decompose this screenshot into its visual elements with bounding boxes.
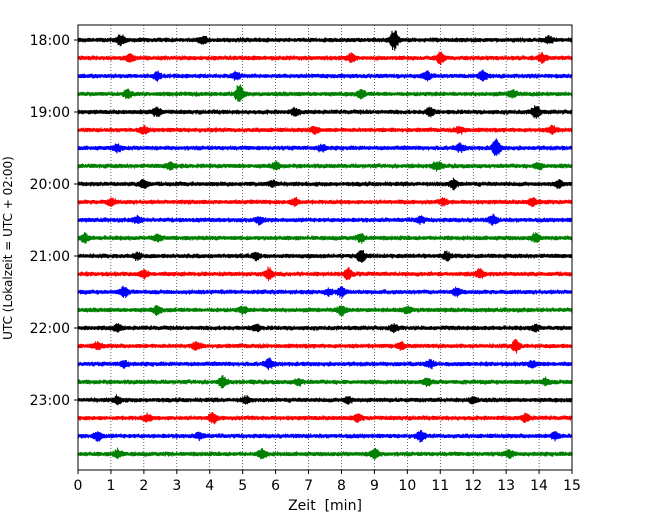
seismic-trace <box>77 105 573 119</box>
seismic-trace <box>77 250 573 263</box>
x-tick-label: 1 <box>106 478 115 494</box>
seismic-trace <box>77 177 573 191</box>
x-tick-label: 15 <box>563 478 581 494</box>
x-tick-label: 11 <box>431 478 449 494</box>
y-tick-label: 23:00 <box>30 393 70 409</box>
x-tick-label: 6 <box>271 478 280 494</box>
seismic-trace <box>77 124 573 135</box>
seismic-trace <box>77 394 573 406</box>
x-tick-label: 13 <box>497 478 515 494</box>
seismic-trace <box>77 338 573 354</box>
seismic-trace <box>77 231 573 244</box>
x-tick-label: 9 <box>370 478 379 494</box>
x-axis-label: Zeit [min] <box>288 498 362 514</box>
plot-frame <box>77 24 573 471</box>
seismic-trace <box>77 69 573 82</box>
seismic-trace <box>77 285 573 299</box>
x-tick-label: 7 <box>304 478 313 494</box>
seismic-trace <box>77 138 573 156</box>
seismic-trace <box>77 374 573 389</box>
x-tick-label: 10 <box>398 478 416 494</box>
seismic-trace <box>77 411 573 425</box>
x-tick-label: 12 <box>464 478 482 494</box>
y-axis-label: UTC (Lokalzeit = UTC + 02:00) <box>1 156 15 340</box>
x-tick-label: 4 <box>205 478 214 494</box>
y-tick-label: 21:00 <box>30 249 70 265</box>
x-tick-label: 8 <box>337 478 346 494</box>
seismic-trace <box>77 266 573 282</box>
x-tick-label: 2 <box>139 478 148 494</box>
seismic-trace <box>77 160 573 172</box>
grid-lines <box>110 25 540 470</box>
x-axis: 0 1 2 3 4 5 6 7 8 9 10 11 12 13 14 15 <box>74 470 581 494</box>
seismic-trace <box>77 323 573 334</box>
trace-group <box>77 30 573 460</box>
seismic-trace <box>77 51 573 66</box>
x-tick-label: 3 <box>172 478 181 494</box>
seismic-trace <box>77 447 573 460</box>
y-tick-label: 18:00 <box>30 33 70 49</box>
seismic-trace <box>77 196 573 208</box>
seismic-trace <box>77 30 573 51</box>
y-axis: 18:00 19:00 20:00 21:00 22:00 23:00 <box>30 33 78 409</box>
seismic-trace <box>77 84 573 103</box>
x-tick-label: 0 <box>74 478 83 494</box>
x-tick-label: 5 <box>238 478 247 494</box>
seismic-trace <box>77 357 573 371</box>
seismic-trace <box>77 429 573 443</box>
y-tick-label: 19:00 <box>30 105 70 121</box>
y-tick-label: 22:00 <box>30 321 70 337</box>
y-tick-label: 20:00 <box>30 177 70 193</box>
seismic-trace <box>77 304 573 317</box>
x-tick-label: 14 <box>530 478 548 494</box>
seismic-trace <box>77 213 573 226</box>
